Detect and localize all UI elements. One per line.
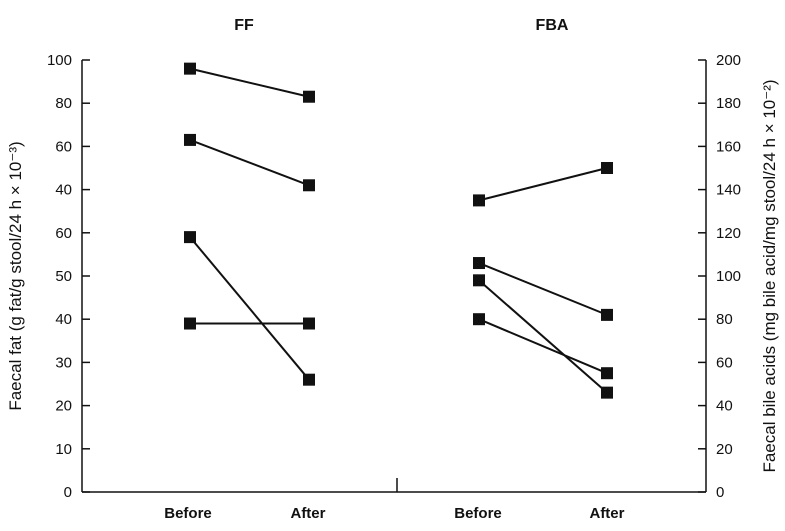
right-tick-label: 100 [716, 268, 741, 285]
right-tick-label: 160 [716, 138, 741, 155]
ff-series-line [189, 138, 310, 187]
ff-data-point [184, 133, 196, 146]
fba-series-line [478, 279, 608, 394]
right-ticks: 0 20 40 60 80 100 120 140 160 180 200 [698, 52, 741, 501]
right-tick-label: 40 [716, 398, 733, 415]
right-tick-label: 200 [716, 52, 741, 69]
left-tick-label: 20 [55, 398, 72, 415]
x-label-ff-after: After [290, 505, 325, 522]
left-tick-label: 30 [55, 354, 72, 371]
x-label-fba-after: After [589, 505, 624, 522]
fba-data-point [473, 313, 485, 326]
y-axis-title-left: Faecal fat (g fat/g stool/24 h × 10⁻³) [6, 141, 25, 410]
right-tick-label: 80 [716, 311, 733, 328]
left-tick-label: 40 [55, 182, 72, 199]
ff-data-point [184, 62, 196, 75]
left-tick-label: 0 [64, 484, 72, 501]
ff-data-point [303, 90, 315, 103]
fba-data-point [473, 194, 485, 207]
right-tick-label: 120 [716, 225, 741, 242]
panel-title-ff: FF [234, 17, 254, 34]
ff-data-point [184, 231, 196, 244]
left-ticks: 0 10 20 30 40 50 60 40 60 80 100 [47, 52, 90, 501]
ff-series-line [189, 236, 310, 381]
fba-data-point [473, 274, 485, 287]
panel-title-fba: FBA [536, 17, 569, 34]
ff-data-point [303, 179, 315, 192]
left-tick-label: 80 [55, 95, 72, 112]
left-tick-label: 100 [47, 52, 72, 69]
left-tick-label: 10 [55, 441, 72, 458]
series-group-fba [473, 162, 613, 399]
right-tick-label: 0 [716, 484, 724, 501]
right-tick-label: 180 [716, 95, 741, 112]
fba-series-line [478, 262, 608, 316]
ff-data-point [184, 317, 196, 330]
ff-data-point [303, 373, 315, 386]
series-group-ff [184, 62, 315, 386]
fba-data-point [473, 257, 485, 270]
fba-data-point [601, 308, 613, 321]
x-label-ff-before: Before [164, 505, 212, 522]
fba-series-line [478, 167, 608, 202]
ff-data-point [303, 317, 315, 330]
right-tick-label: 140 [716, 182, 741, 199]
y-axis-title-right: Faecal bile acids (mg bile acid/mg stool… [760, 79, 779, 472]
left-tick-label: 60 [55, 138, 72, 155]
fba-data-point [601, 162, 613, 174]
right-tick-label: 60 [716, 354, 733, 371]
right-tick-label: 20 [716, 441, 733, 458]
fba-data-point [601, 386, 613, 399]
fba-data-point [601, 367, 613, 380]
left-tick-label: 50 [55, 268, 72, 285]
left-tick-label: 60 [55, 225, 72, 242]
fba-series-line [478, 318, 608, 375]
x-label-fba-before: Before [454, 505, 502, 522]
left-tick-label: 40 [55, 311, 72, 328]
ff-series-line [189, 67, 310, 98]
